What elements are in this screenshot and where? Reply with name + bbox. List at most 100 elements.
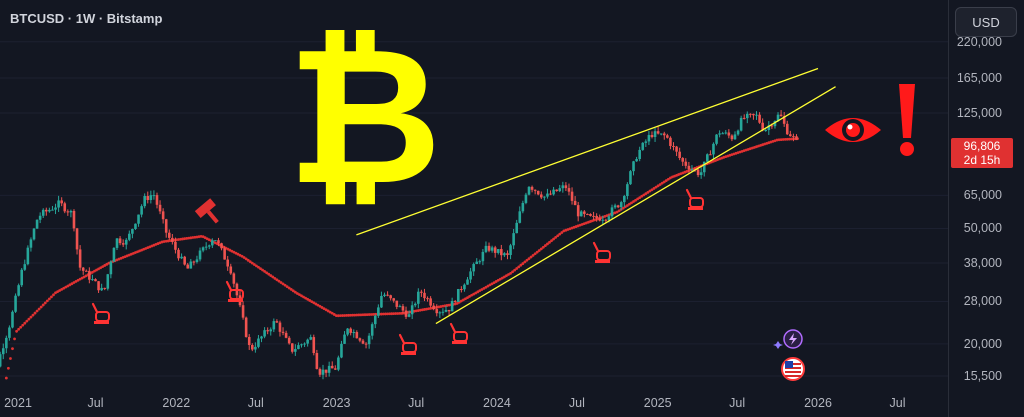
hand-finger [398,333,406,345]
candle-body [17,285,20,296]
ma-dot [367,313,371,316]
ma-dot [334,314,338,318]
ma-dot [351,313,355,317]
candle-body [579,211,583,217]
ma-dot [267,272,271,276]
exclamation-dot [900,142,914,156]
lightning-badge-icon [773,329,803,349]
trendlines [356,67,836,325]
candle-body [272,321,276,330]
ma-dot [326,309,330,313]
ma-dot [494,280,498,283]
candle-body [45,209,48,212]
candle-body [112,247,116,262]
candle-body [94,279,97,282]
candle-body [616,205,620,208]
ma-dot [4,376,8,380]
candle-body [687,165,691,170]
candle-body [5,337,8,349]
candle-body [370,324,374,336]
candle-body [66,211,70,213]
ma-dot [556,234,560,238]
candle-body [309,337,313,340]
annotation-icons [91,84,915,381]
candle-body [330,365,334,369]
ma-dot [80,276,84,280]
candle-body [641,142,645,150]
candle-body [696,169,700,176]
candle-body [752,113,755,116]
hand-cuff [688,207,703,210]
candle-body [158,204,162,212]
ma-dot [21,323,25,327]
ma-dot [271,275,275,279]
ma-dot [179,237,182,241]
ma-dot [554,236,558,239]
candle-body [709,154,712,156]
candle-body [555,189,558,192]
candle-body [592,215,595,217]
candle-body [373,315,377,325]
candle-body [134,223,137,230]
hammer-handle [206,210,219,224]
ma-dot [630,201,633,205]
hand-cuff [452,341,467,344]
ma-dot [654,185,658,189]
hand-finger [91,302,99,314]
candle-body [699,172,703,176]
candle-body [389,295,392,299]
pointing-hand-icon [449,322,468,344]
candle-body [423,292,426,299]
ma-dot [345,313,348,317]
ma-dot [621,206,625,210]
time-tick-label: 2021 [4,396,32,410]
ma-dot [13,337,16,341]
ma-dot [43,301,47,305]
last-price-tag: 96,806 2d 15h [951,138,1013,168]
candle-body [140,206,143,215]
ma-dot [390,312,394,316]
ma-dot [37,307,41,311]
candle-body [653,131,657,137]
currency-button[interactable]: USD [955,7,1017,37]
ma-dot [97,267,100,271]
candle-body [281,331,285,333]
candle-body [250,344,254,350]
hand-finger [685,188,693,200]
hand-cuff [94,321,109,324]
hand-palm [453,331,468,342]
ma-dot [396,312,400,315]
candle-body [758,114,761,123]
ma-dot [533,252,537,256]
hammer-head [194,198,216,218]
candle-body [669,137,672,146]
ma-dot [664,179,668,182]
candle-body [337,357,340,370]
candle-body [186,264,190,269]
candle-body [598,218,602,221]
candle-body [81,267,85,271]
ma-dot [339,314,342,318]
ma-dot [466,296,469,299]
time-tick-label: 2022 [162,396,191,410]
ma-dot [373,312,377,316]
ma-dot [488,283,492,287]
candle-body [447,309,451,312]
candle-body [35,219,39,229]
ma-dot [302,295,305,299]
ma-dot [164,239,168,243]
candle-body [155,195,159,205]
candle-body [220,243,223,249]
sparkle [773,341,783,349]
ma-dot [35,309,39,313]
candle-body [478,261,482,263]
candle-body [103,287,107,289]
ma-dot [252,263,256,266]
candle-body [192,261,196,263]
candle-body [761,122,764,131]
candle-body [635,158,638,162]
ma-dot [480,288,484,291]
ma-dot [558,232,562,236]
candle-body [690,169,694,171]
